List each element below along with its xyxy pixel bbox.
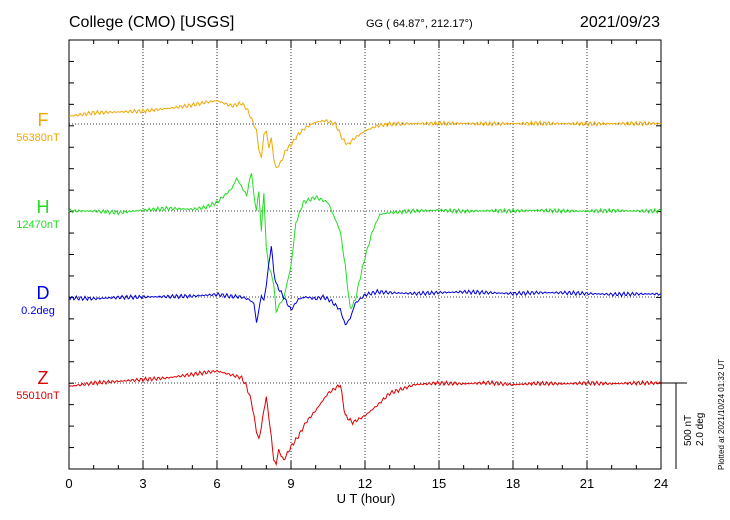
x-tick-label: 9 (287, 476, 294, 491)
x-tick-label: 21 (580, 476, 594, 491)
x-tick-label: 24 (654, 476, 668, 491)
date-label: 2021/09/23 (580, 14, 660, 31)
x-axis-label: U T (hour) (337, 491, 396, 506)
plot-frame (68, 39, 662, 470)
baseline-label-z: 55010nT (16, 390, 60, 402)
baseline-label-d: 0.2deg (21, 305, 55, 317)
baseline-label-f: 56380nT (16, 132, 60, 144)
trace-z (68, 369, 662, 467)
baseline-label-h: 12470nT (16, 219, 60, 231)
x-tick-label: 12 (358, 476, 372, 491)
trace-d (68, 246, 662, 326)
channel-label-h: H (37, 197, 50, 217)
scale-nt-label: 500 nT (683, 415, 694, 446)
trace-f (69, 100, 662, 169)
x-axis-ticks: 0 3 6 9 12 15 18 21 24 (65, 40, 668, 491)
channel-label-d: D (37, 283, 50, 303)
x-tick-label: 15 (432, 476, 446, 491)
grid-lines (69, 39, 661, 470)
x-tick-label: 3 (139, 476, 146, 491)
coordinates-label: GG ( 64.87°, 212.17°) (366, 18, 473, 30)
plotted-at-label: Plotted at 2021/10/24 01:32 UT (717, 359, 726, 470)
scale-deg-label: 2.0 deg (695, 413, 706, 446)
x-tick-label: 6 (213, 476, 220, 491)
x-tick-label: 0 (65, 476, 72, 491)
trace-h (68, 173, 662, 314)
traces (68, 100, 662, 467)
station-title: College (CMO) [USGS] (69, 14, 234, 31)
channel-label-f: F (38, 110, 49, 130)
x-tick-label: 18 (506, 476, 520, 491)
channel-label-z: Z (38, 368, 49, 388)
